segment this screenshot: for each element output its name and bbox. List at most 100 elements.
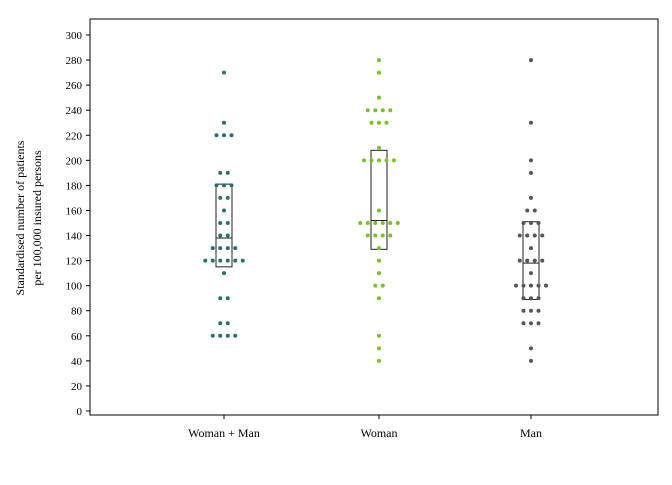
data-point: [384, 158, 389, 163]
data-point: [225, 321, 230, 326]
data-point: [377, 208, 381, 213]
y-tick-label: 200: [66, 155, 83, 167]
data-point: [210, 246, 215, 251]
data-point: [373, 283, 378, 288]
data-point: [218, 296, 223, 301]
data-point: [210, 258, 215, 263]
data-point: [373, 233, 378, 238]
data-point: [536, 296, 541, 301]
data-point: [210, 333, 215, 338]
plot-frame: [89, 18, 659, 416]
y-tick-label: 60: [71, 331, 83, 343]
data-point: [514, 283, 518, 288]
data-point: [529, 283, 533, 288]
data-point: [521, 296, 526, 301]
box-iqr: [370, 149, 388, 250]
data-point: [377, 358, 381, 363]
data-point: [369, 120, 374, 125]
y-tick-label: 0: [77, 406, 83, 418]
data-point: [377, 258, 381, 263]
data-point: [214, 133, 219, 138]
data-point: [540, 258, 545, 263]
data-point: [218, 233, 223, 238]
data-point: [369, 158, 374, 163]
y-tick-label: 240: [66, 105, 83, 117]
box-iqr: [215, 183, 233, 268]
data-point: [373, 108, 378, 113]
data-point: [529, 321, 533, 326]
data-point: [380, 283, 385, 288]
data-point: [222, 183, 226, 188]
x-axis: Woman + Man Woman Man: [188, 415, 542, 440]
data-point: [365, 233, 370, 238]
data-point: [225, 233, 230, 238]
data-point: [225, 258, 230, 263]
data-point: [529, 246, 533, 251]
data-point: [377, 95, 381, 100]
data-point: [218, 221, 223, 225]
data-point: [388, 108, 393, 113]
data-point: [203, 258, 208, 263]
data-point: [225, 221, 230, 225]
y-tick-label: 120: [66, 256, 83, 268]
data-point: [380, 233, 385, 238]
data-point: [521, 283, 526, 288]
y-tick-label: 20: [71, 381, 83, 393]
data-point: [377, 346, 381, 351]
data-point: [240, 258, 245, 263]
data-point: [529, 158, 533, 163]
data-point: [358, 221, 363, 225]
data-point: [388, 233, 393, 238]
data-point: [377, 158, 381, 163]
data-point: [377, 58, 381, 63]
data-point: [521, 321, 526, 326]
y-axis-label-line-2: per 100,000 insured persons: [30, 150, 44, 286]
y-tick-label: 40: [71, 356, 83, 368]
data-point: [218, 321, 223, 326]
data-point: [517, 233, 522, 238]
data-point: [377, 145, 381, 150]
y-tick-label: 100: [66, 281, 83, 293]
data-point: [222, 120, 226, 125]
data-point: [532, 258, 537, 263]
data-point: [377, 333, 381, 338]
data-point: [529, 120, 533, 125]
y-axis-label-line-1: Standardised number of patients: [13, 140, 27, 295]
data-point: [536, 283, 541, 288]
data-point: [214, 183, 219, 188]
y-tick-label: 80: [71, 306, 83, 318]
data-point: [233, 333, 238, 338]
data-point: [377, 296, 381, 301]
data-point: [222, 133, 226, 138]
data-point: [377, 120, 381, 125]
data-point: [525, 208, 530, 213]
data-point: [521, 308, 526, 313]
data-point: [218, 258, 223, 263]
data-point: [529, 221, 533, 225]
data-points: [203, 58, 548, 363]
data-point: [529, 271, 533, 276]
y-axis: 0 20 40 60 80 100 120 140 160 180 200 220 240 260 280 3…: [66, 30, 90, 418]
data-point: [377, 70, 381, 75]
data-point: [529, 308, 533, 313]
data-point: [536, 308, 541, 313]
data-point: [529, 346, 533, 351]
data-point: [377, 246, 381, 251]
data-point: [517, 258, 522, 263]
data-point: [377, 271, 381, 276]
data-point: [529, 195, 533, 200]
data-point: [529, 296, 533, 301]
data-point: [229, 183, 234, 188]
data-point: [362, 158, 366, 163]
data-point: [395, 221, 400, 225]
y-tick-label: 140: [66, 231, 83, 243]
y-tick-label: 180: [66, 180, 83, 192]
x-tick-label: Man: [520, 426, 542, 440]
y-tick-label: 160: [66, 205, 83, 217]
data-point: [529, 170, 533, 175]
data-point: [384, 120, 389, 125]
data-point: [540, 233, 545, 238]
y-tick-label: 280: [66, 55, 83, 67]
y-tick-label: 260: [66, 80, 83, 92]
data-point: [365, 108, 370, 113]
